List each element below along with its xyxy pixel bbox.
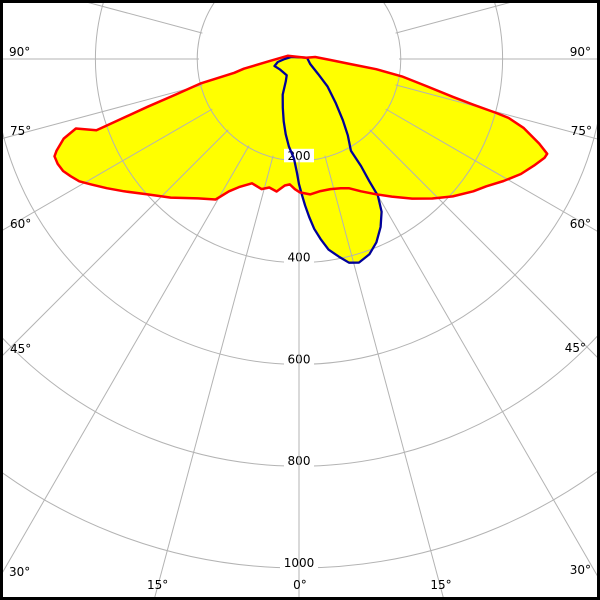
angle-label: 30° xyxy=(9,565,30,579)
grid-radial--75deg xyxy=(3,84,203,139)
grid-radial--15deg xyxy=(154,155,274,597)
grid-radial--45deg xyxy=(3,129,229,356)
angle-label: 90° xyxy=(570,45,591,59)
narrow-beam-plane-fill xyxy=(274,57,382,263)
angle-label: 45° xyxy=(565,341,586,355)
grid-radial-60deg xyxy=(385,108,597,232)
angle-label: 75° xyxy=(10,124,31,138)
grid-radial--60deg xyxy=(3,108,213,231)
grid-radial--30deg xyxy=(3,145,250,573)
grid-radial-30deg xyxy=(348,145,597,577)
narrow-beam-plane-outline xyxy=(273,55,383,264)
angle-label: 15° xyxy=(430,578,451,592)
angle-label: 60° xyxy=(10,217,31,231)
angle-label: 0° xyxy=(293,578,307,592)
wide-beam-plane-outline xyxy=(53,54,549,201)
angle-label: 15° xyxy=(147,578,168,592)
grid-radial-15deg xyxy=(324,155,444,597)
grid-radial--105deg xyxy=(88,3,203,34)
angle-label: 45° xyxy=(10,342,31,356)
angle-label: 90° xyxy=(9,45,30,59)
grid-radial-105deg xyxy=(395,3,510,34)
angle-label: 75° xyxy=(571,124,592,138)
angle-label: 30° xyxy=(570,563,591,577)
angle-label: 60° xyxy=(570,217,591,231)
grid-radial-45deg xyxy=(369,129,597,358)
